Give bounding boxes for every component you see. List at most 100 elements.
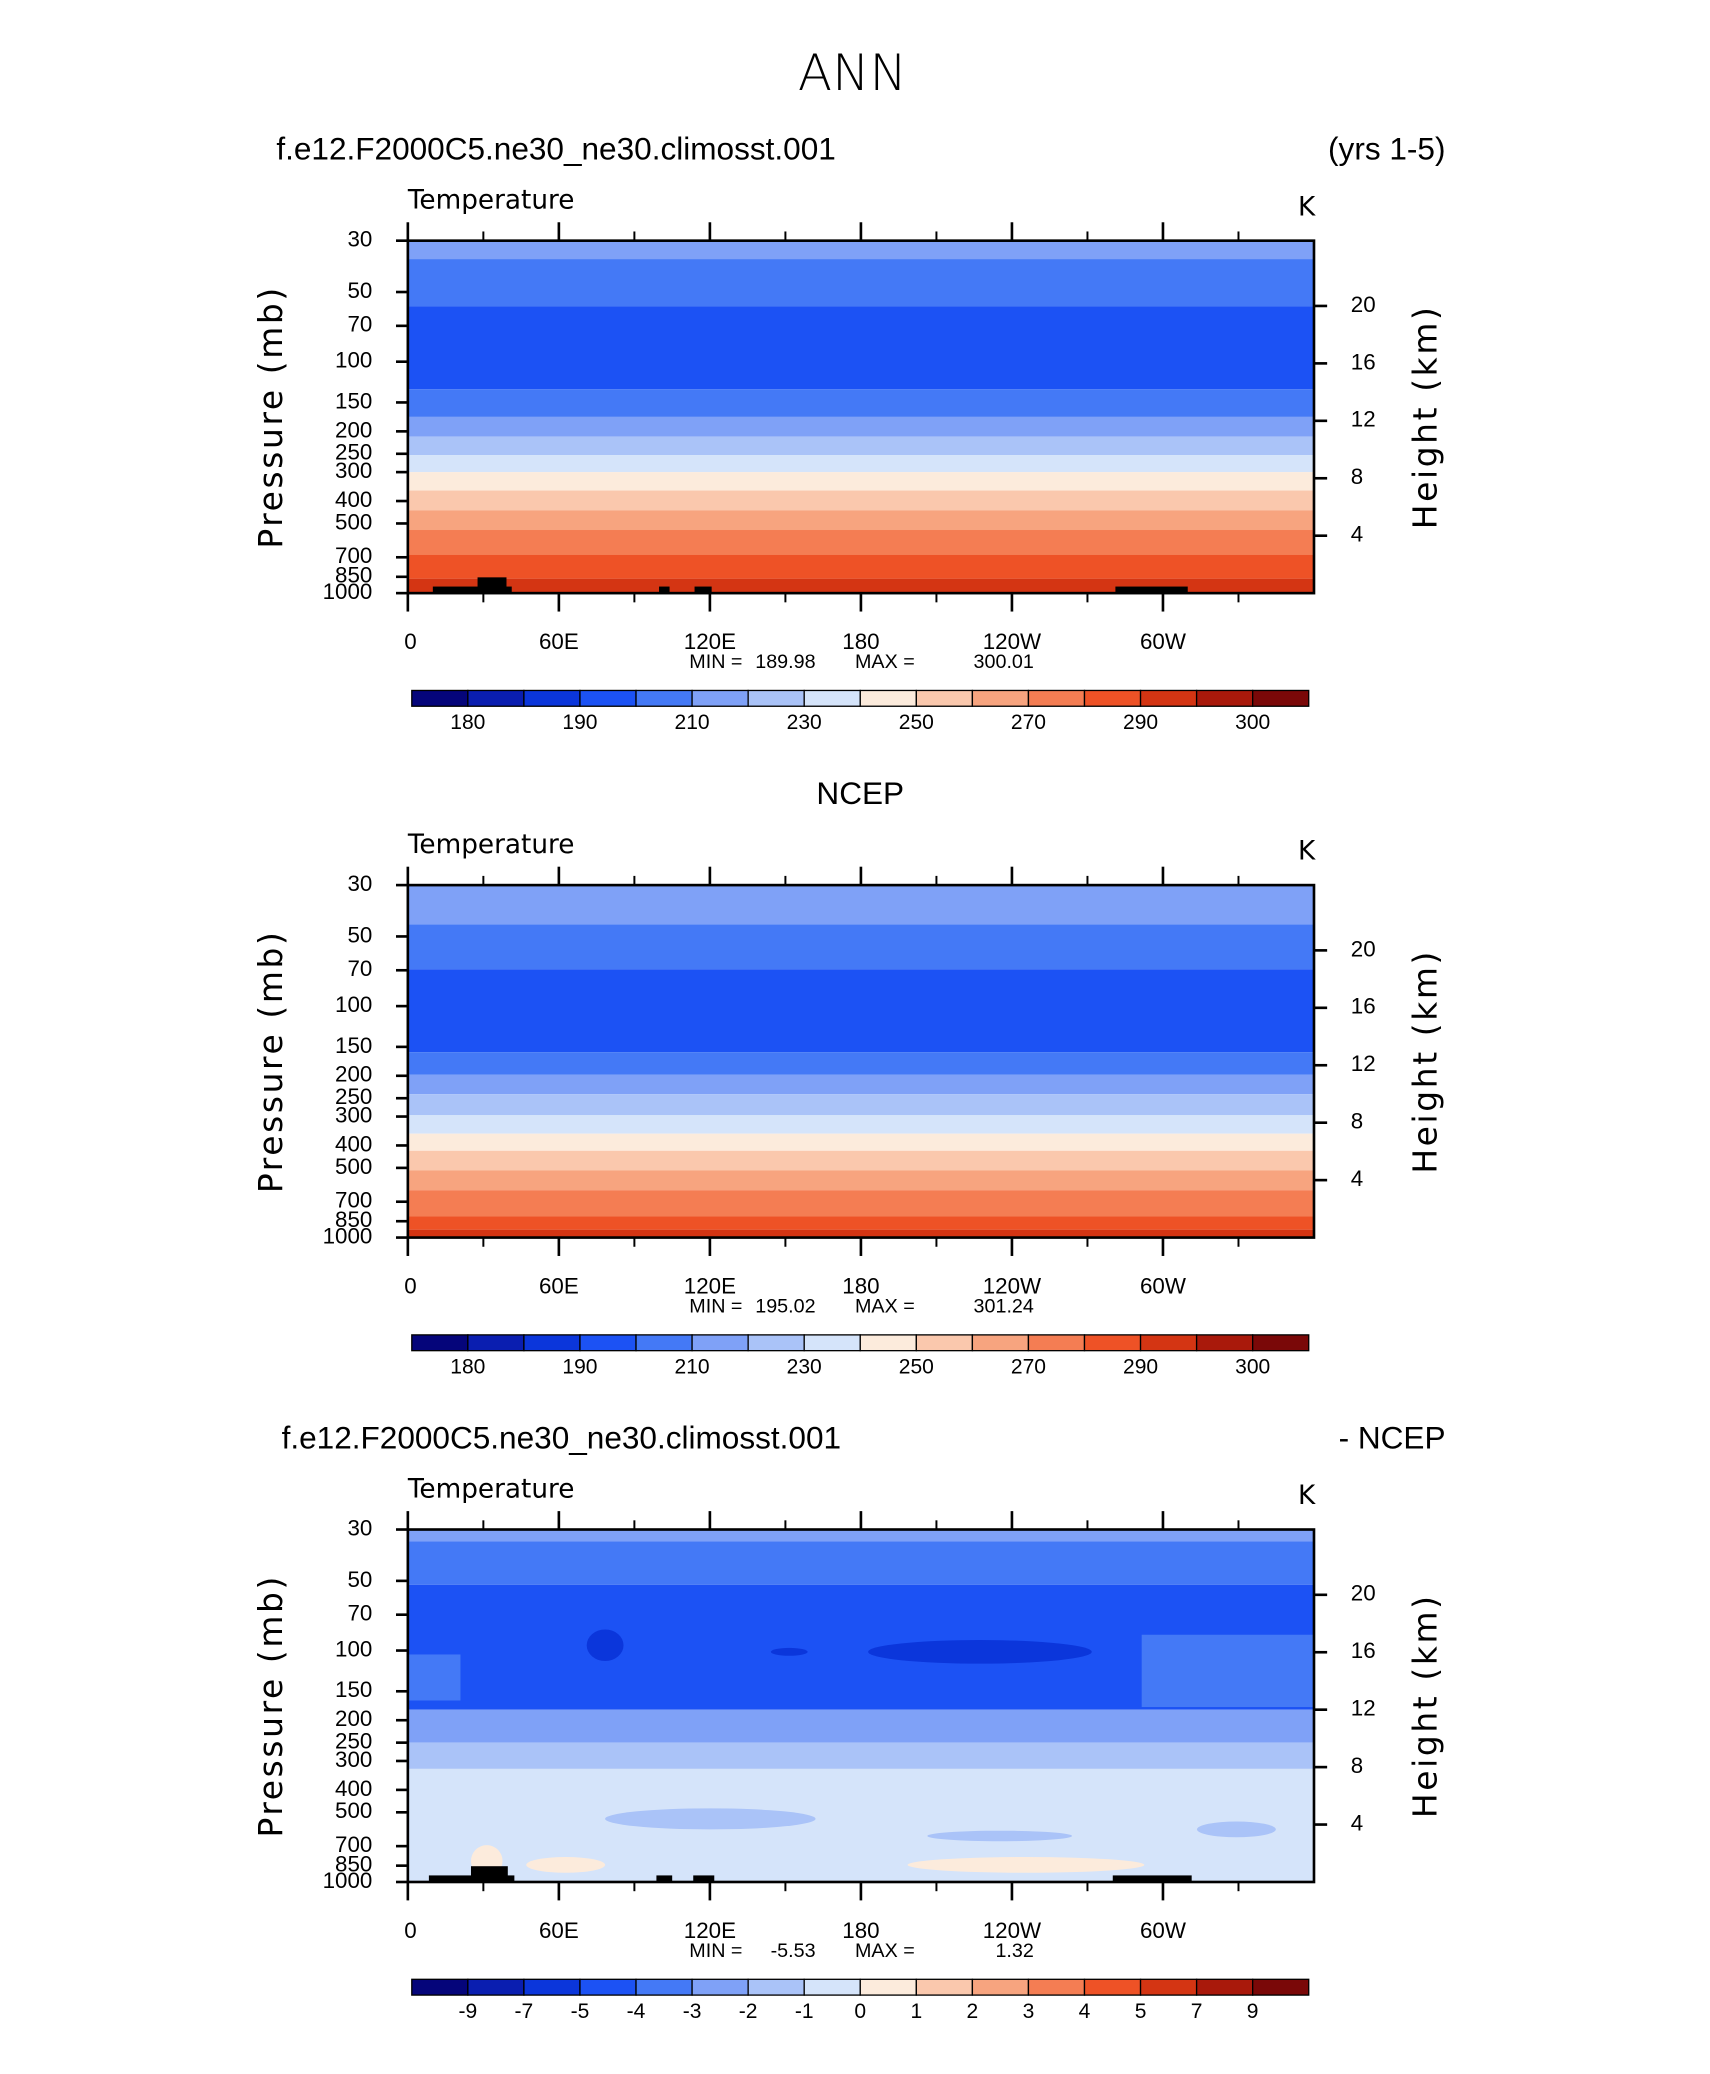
contour-band <box>407 1170 1314 1191</box>
y-tick-label: 250 <box>335 440 372 465</box>
y-tick-label: 300 <box>335 1102 372 1127</box>
min-value: 195.02 <box>755 1295 815 1317</box>
min-label: MIN = <box>689 1295 742 1317</box>
colorbar-label: 300 <box>1235 1355 1270 1378</box>
colorbar-label: -9 <box>458 2000 477 2023</box>
y2-tick-label: 4 <box>1351 1166 1363 1191</box>
max-value: 301.24 <box>974 1295 1034 1317</box>
contour-band <box>407 416 1314 437</box>
y-tick-label: 700 <box>335 543 372 568</box>
topography <box>693 1875 715 1882</box>
y2-tick-label: 16 <box>1351 994 1376 1019</box>
y-tick-label: 70 <box>347 1601 372 1626</box>
y-tick-label: 50 <box>347 1567 372 1592</box>
min-label: MIN = <box>689 1940 742 1962</box>
colorbar-label: 3 <box>1023 2000 1035 2023</box>
y-tick-label: 850 <box>335 1207 372 1232</box>
panel-title: f.e12.F2000C5.ne30_ne30.climosst.001 <box>282 1419 841 1455</box>
x-tick-label: 180 <box>842 1273 879 1298</box>
y-axis-label: Pressure (mb) <box>251 1574 290 1837</box>
colorbar-label: 0 <box>854 2000 866 2023</box>
y-tick-label: 400 <box>335 487 372 512</box>
y-tick-label: 70 <box>347 312 372 337</box>
contour-band <box>407 1541 1314 1585</box>
colorbar-box <box>1252 689 1310 707</box>
max-value: 1.32 <box>995 1940 1033 1962</box>
y2-axis-label: Height (km) <box>1406 1593 1445 1818</box>
colorbar-box <box>859 689 917 707</box>
colorbar-box <box>747 689 805 707</box>
x-tick-label: 0 <box>404 1918 416 1943</box>
x-tick-label: 0 <box>404 629 416 654</box>
colorbar-label: 5 <box>1135 2000 1147 2023</box>
panel-right-title: (yrs 1-5) <box>1328 131 1445 167</box>
contour-region <box>907 1856 1145 1873</box>
y2-tick-label: 12 <box>1351 407 1376 432</box>
topography <box>470 1866 508 1882</box>
figure-title: ANN <box>798 44 907 102</box>
y-tick-label: 400 <box>335 1131 372 1156</box>
y-tick-label: 250 <box>335 1084 372 1109</box>
contour-band <box>407 1742 1314 1769</box>
colorbar-box <box>803 689 861 707</box>
y-tick-label: 100 <box>335 348 372 373</box>
colorbar-box <box>691 1334 749 1352</box>
colorbar-label: 1 <box>910 2000 922 2023</box>
colorbar-label: -7 <box>515 2000 534 2023</box>
colorbar-label: 210 <box>675 711 710 734</box>
y-tick-label: 400 <box>335 1776 372 1801</box>
contour-region <box>868 1639 1092 1664</box>
colorbar-box <box>1083 689 1142 707</box>
x-tick-label: 120W <box>983 629 1042 654</box>
topography <box>1115 586 1188 594</box>
x-tick-label: 60E <box>539 1918 579 1943</box>
contour-region <box>927 1830 1073 1842</box>
x-tick-label: 180 <box>842 1918 879 1943</box>
x-tick-label: 120W <box>983 1918 1042 1943</box>
y2-tick-label: 20 <box>1351 936 1376 961</box>
colorbar-box <box>635 1334 693 1352</box>
colorbar-label: 230 <box>787 711 822 734</box>
colorbar-label: 180 <box>450 711 485 734</box>
colorbar-box <box>1139 1978 1198 1996</box>
contour-band <box>407 1229 1314 1238</box>
colorbar-box <box>971 1334 1030 1352</box>
contour-region <box>770 1647 808 1656</box>
contour-band <box>407 1074 1314 1095</box>
y-tick-label: 1000 <box>323 579 373 604</box>
contour-band <box>407 554 1314 579</box>
contour-band <box>407 1190 1314 1217</box>
contour-band <box>407 1216 1314 1230</box>
y-tick-label: 850 <box>335 563 372 588</box>
colorbar-box <box>635 689 693 707</box>
contour-region <box>586 1629 624 1662</box>
y-tick-label: 150 <box>335 388 372 413</box>
colorbar-box <box>691 689 749 707</box>
y-tick-label: 700 <box>335 1188 372 1213</box>
colorbar-label: 230 <box>787 1355 822 1378</box>
colorbar-box <box>971 689 1030 707</box>
colorbar-box <box>971 1978 1030 1996</box>
y2-axis-label: Height (km) <box>1406 949 1445 1174</box>
topography <box>656 1875 673 1882</box>
subtitle: Temperature <box>407 1475 575 1505</box>
y2-tick-label: 20 <box>1351 1581 1376 1606</box>
colorbar-label: 290 <box>1123 711 1158 734</box>
colorbar-label: -5 <box>571 2000 590 2023</box>
y2-tick-label: 12 <box>1351 1051 1376 1076</box>
colorbar-label: 7 <box>1191 2000 1203 2023</box>
topography <box>432 586 512 594</box>
contour-band <box>407 455 1314 473</box>
y-tick-label: 300 <box>335 1747 372 1772</box>
panel-title: NCEP <box>816 775 904 811</box>
colorbar-label: 9 <box>1247 2000 1259 2023</box>
colorbar-box <box>859 1334 917 1352</box>
colorbar-label: -4 <box>627 2000 646 2023</box>
contour-band <box>407 306 1314 390</box>
contour-band <box>407 259 1314 307</box>
contour-band <box>407 490 1314 511</box>
contour-band <box>407 1133 1314 1151</box>
x-tick-label: 120E <box>684 1918 736 1943</box>
y2-tick-label: 8 <box>1351 1109 1363 1134</box>
panel-right-title: - NCEP <box>1339 1419 1446 1455</box>
